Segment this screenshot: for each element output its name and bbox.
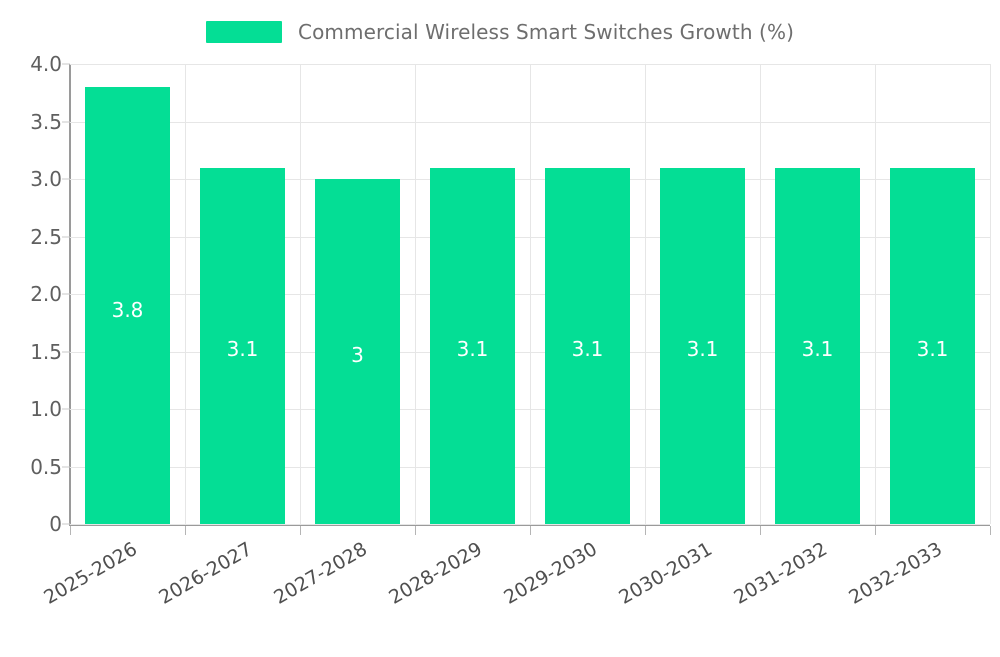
bar[interactable]: 3.1	[890, 167, 975, 524]
legend-color-swatch	[206, 21, 283, 43]
bar-value-label: 3.8	[111, 297, 144, 322]
bar-value-label: 3.1	[456, 337, 489, 362]
y-axis-tick-mark	[62, 178, 70, 180]
bar[interactable]: 3.1	[775, 167, 860, 524]
x-axis-tick-mark	[875, 526, 876, 535]
y-axis-tick-label: 4.0	[30, 52, 62, 76]
y-axis-tick-mark	[62, 523, 70, 525]
bar-chart: Commercial Wireless Smart Switches Growt…	[0, 0, 1000, 609]
bar-value-label: 3.1	[801, 337, 834, 362]
bar[interactable]: 3	[315, 179, 400, 524]
x-axis-tick-mark	[760, 526, 761, 535]
y-axis-tick-label: 3.0	[30, 167, 62, 191]
gridline-vertical	[530, 64, 531, 524]
y-axis-labels: 0 0.5 1.0 1.5 2.0 2.5 3.0 3.5 4.0	[0, 0, 62, 600]
y-axis-tick-label: 0.5	[30, 454, 62, 479]
bar[interactable]: 3.1	[545, 167, 630, 524]
y-axis-tick-label: 2.0	[30, 282, 62, 306]
y-axis-tick-mark	[62, 466, 70, 467]
y-axis-tick-mark	[62, 293, 70, 295]
y-axis-tick-label: 2.5	[30, 224, 62, 249]
x-axis-tick-mark	[70, 526, 71, 535]
gridline-vertical	[185, 64, 186, 524]
y-axis-tick-label: 1.0	[30, 397, 62, 421]
x-axis-tick-mark	[185, 526, 186, 535]
y-axis-tick-mark	[62, 121, 70, 122]
bar[interactable]: 3.1	[200, 167, 285, 524]
y-axis-tick-label: 1.5	[30, 339, 62, 364]
gridline-vertical	[300, 64, 301, 524]
y-axis-tick-mark	[62, 63, 70, 65]
gridline-vertical	[990, 64, 991, 524]
y-axis-tick-label: 0	[49, 512, 62, 536]
gridline-vertical	[645, 64, 646, 524]
x-axis-tick-mark	[415, 526, 416, 535]
bar-value-label: 3.1	[571, 337, 604, 362]
bar[interactable]: 3.8	[85, 87, 170, 524]
x-axis-tick-mark	[645, 526, 646, 535]
y-axis-tick-mark	[62, 351, 70, 352]
bar[interactable]: 3.1	[430, 167, 515, 524]
bar-value-label: 3.1	[686, 337, 719, 362]
x-axis-line	[69, 524, 990, 526]
x-axis-tick-mark	[990, 526, 991, 535]
chart-legend: Commercial Wireless Smart Switches Growt…	[0, 14, 1000, 50]
plot-area: 3.8 3.1 3 3.1 3.1 3.1 3.1 3.1	[70, 64, 991, 525]
gridline-vertical	[415, 64, 416, 524]
gridline-horizontal	[70, 524, 990, 525]
x-axis-tick-mark	[300, 526, 301, 535]
bar-value-label: 3	[351, 342, 364, 367]
gridline-vertical	[760, 64, 761, 524]
bar[interactable]: 3.1	[660, 167, 745, 524]
y-axis-tick-label: 3.5	[30, 109, 62, 134]
bar-value-label: 3.1	[226, 337, 259, 362]
y-axis-tick-mark	[62, 408, 70, 410]
x-axis-tick-mark	[530, 526, 531, 535]
bar-value-label: 3.1	[916, 337, 949, 362]
legend-label: Commercial Wireless Smart Switches Growt…	[298, 20, 794, 44]
gridline-vertical	[875, 64, 876, 524]
y-axis-tick-mark	[62, 236, 70, 237]
